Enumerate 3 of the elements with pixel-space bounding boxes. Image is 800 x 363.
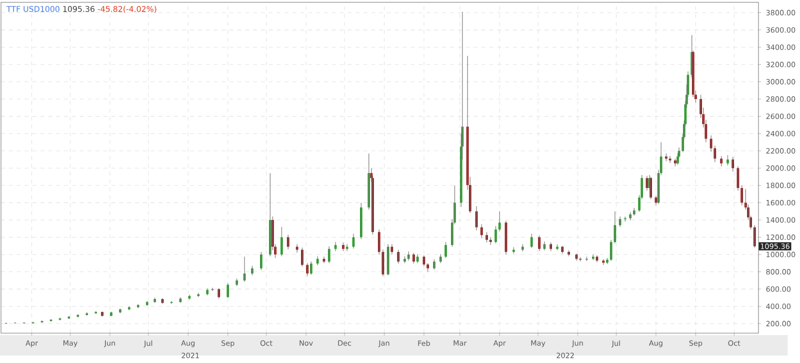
- candlestick: [720, 156, 722, 167]
- candlestick: [486, 232, 488, 243]
- candlestick: [433, 259, 436, 270]
